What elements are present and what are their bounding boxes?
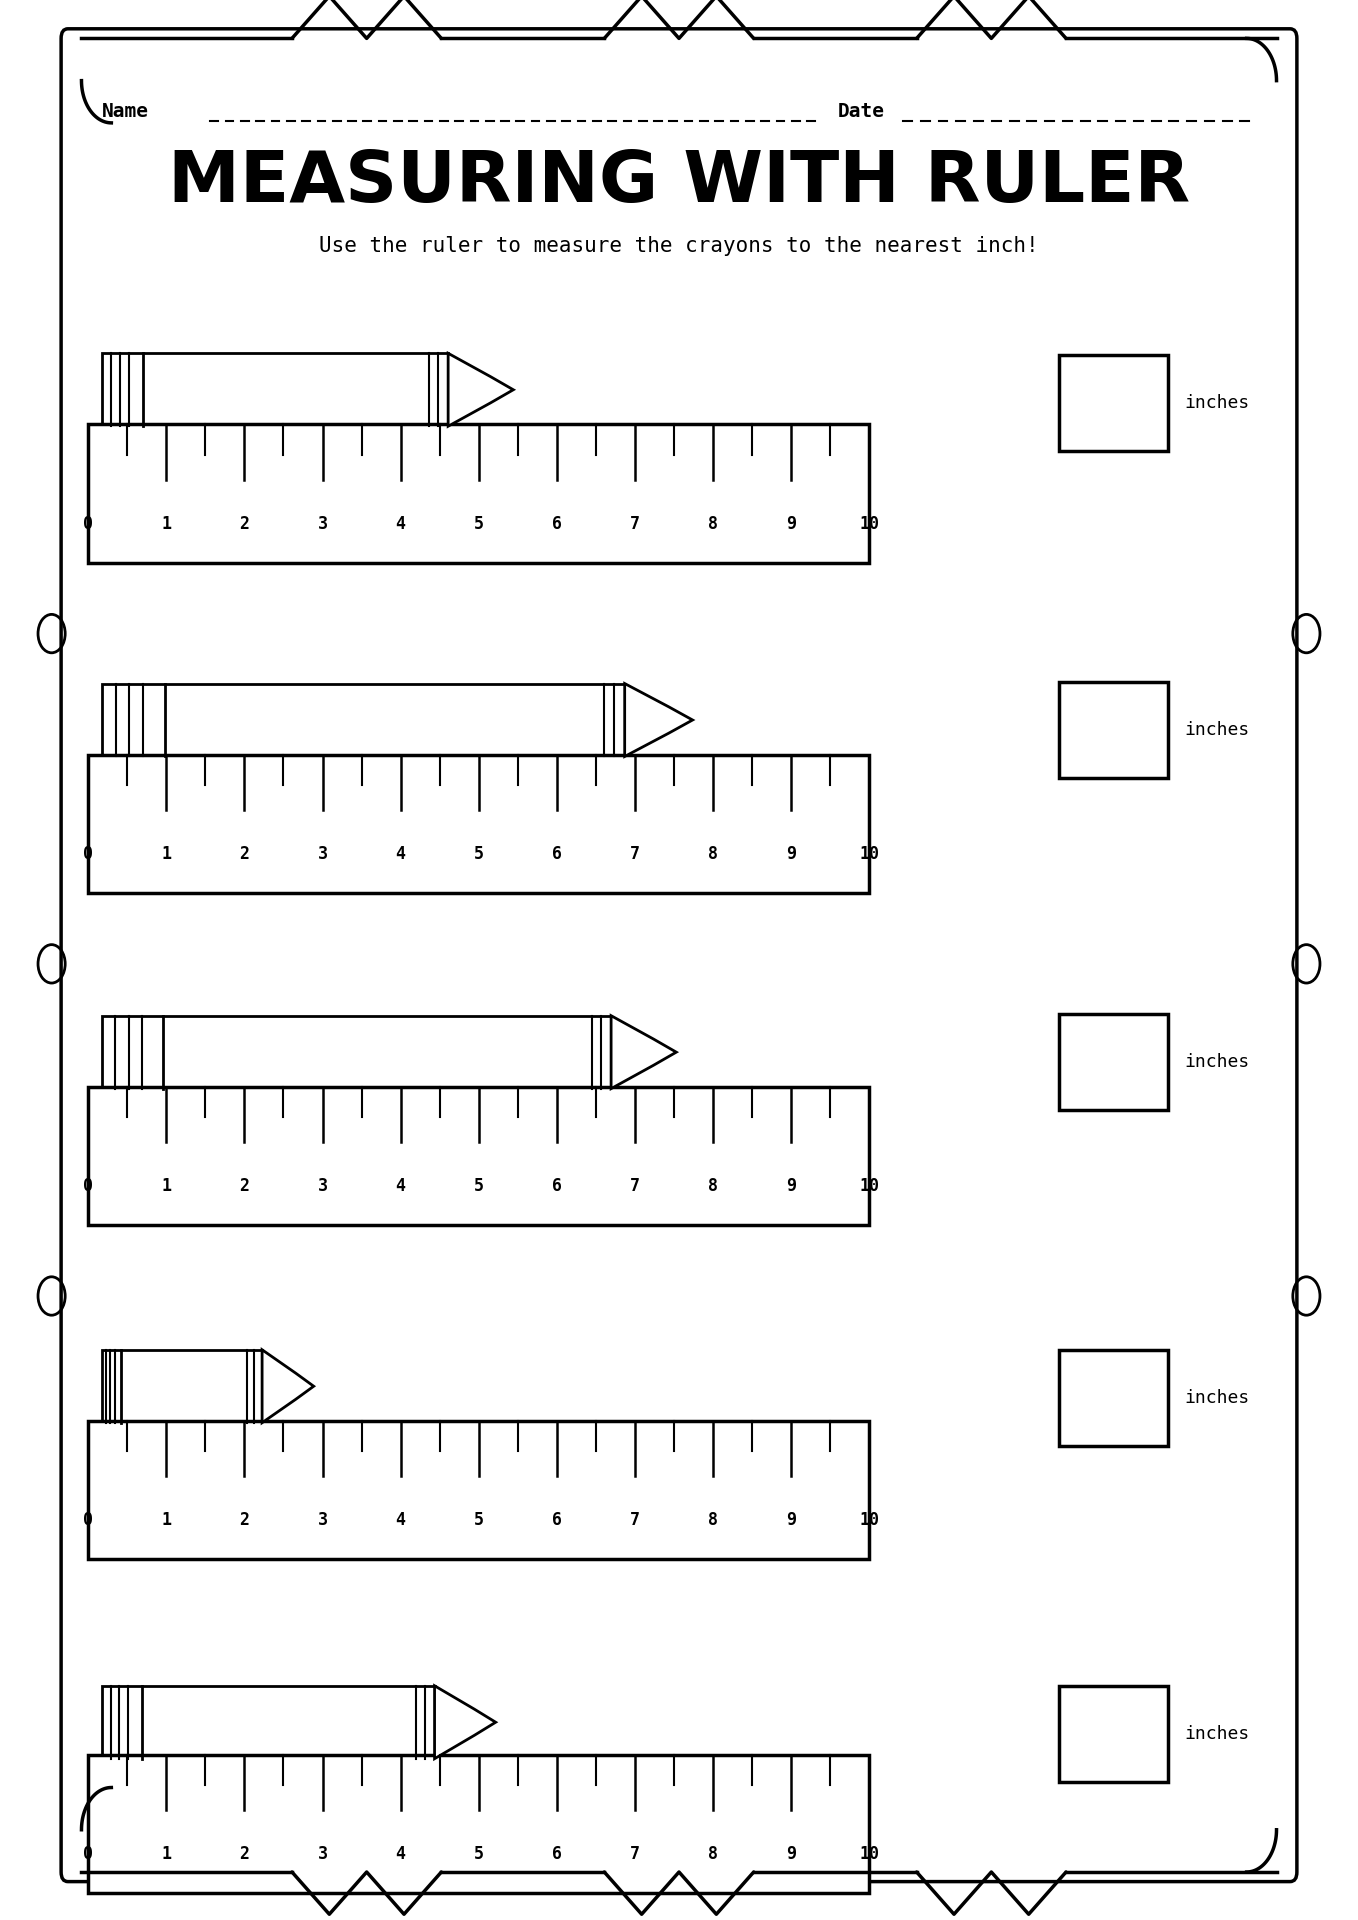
Polygon shape (448, 353, 513, 426)
Text: inches: inches (1184, 1052, 1249, 1071)
Text: 2: 2 (239, 515, 250, 534)
Text: 8: 8 (708, 1845, 718, 1864)
Polygon shape (435, 1686, 496, 1759)
Text: inches: inches (1184, 1388, 1249, 1407)
Text: 7: 7 (630, 845, 640, 864)
Text: 7: 7 (630, 515, 640, 534)
Text: 7: 7 (630, 1177, 640, 1196)
Text: 6: 6 (551, 515, 562, 534)
Text: 2: 2 (239, 1177, 250, 1196)
Text: 10: 10 (860, 1177, 879, 1196)
Text: 1: 1 (162, 845, 171, 864)
Text: Use the ruler to measure the crayons to the nearest inch!: Use the ruler to measure the crayons to … (319, 236, 1039, 255)
Polygon shape (625, 684, 693, 756)
Text: 5: 5 (474, 515, 483, 534)
Bar (102, 353, 448, 426)
Text: 6: 6 (551, 1177, 562, 1196)
Text: MEASURING WITH RULER: MEASURING WITH RULER (168, 148, 1190, 217)
Text: 8: 8 (708, 845, 718, 864)
Text: 4: 4 (395, 1845, 406, 1864)
Text: 2: 2 (239, 1845, 250, 1864)
Text: inches: inches (1184, 394, 1249, 413)
Bar (88, 755, 869, 893)
Text: 3: 3 (318, 1845, 327, 1864)
Text: 5: 5 (474, 845, 483, 864)
Text: 1: 1 (162, 515, 171, 534)
Text: 0: 0 (83, 1845, 94, 1864)
Text: 5: 5 (474, 1845, 483, 1864)
Bar (88, 424, 869, 563)
Text: 9: 9 (786, 845, 796, 864)
Bar (102, 1016, 611, 1089)
Text: 2: 2 (239, 1511, 250, 1530)
Text: 4: 4 (395, 1511, 406, 1530)
Text: 3: 3 (318, 1177, 327, 1196)
Text: 1: 1 (162, 1845, 171, 1864)
Text: 10: 10 (860, 1511, 879, 1530)
Text: 8: 8 (708, 515, 718, 534)
Text: inches: inches (1184, 720, 1249, 739)
Text: 8: 8 (708, 1177, 718, 1196)
Bar (1059, 682, 1168, 778)
Bar (1059, 355, 1168, 451)
Text: 4: 4 (395, 1177, 406, 1196)
Text: 1: 1 (162, 1511, 171, 1530)
Text: 0: 0 (83, 845, 94, 864)
Bar (102, 1350, 262, 1423)
Text: 5: 5 (474, 1177, 483, 1196)
Text: 8: 8 (708, 1511, 718, 1530)
Text: 0: 0 (83, 1177, 94, 1196)
Text: 3: 3 (318, 1511, 327, 1530)
Text: Name: Name (102, 102, 149, 121)
Text: 7: 7 (630, 1845, 640, 1864)
Text: 9: 9 (786, 1845, 796, 1864)
Bar (1059, 1350, 1168, 1446)
Text: 10: 10 (860, 515, 879, 534)
Polygon shape (262, 1350, 314, 1423)
Text: 9: 9 (786, 1511, 796, 1530)
Text: 0: 0 (83, 515, 94, 534)
Text: Date: Date (838, 102, 885, 121)
Polygon shape (611, 1016, 676, 1089)
Text: 1: 1 (162, 1177, 171, 1196)
Text: 6: 6 (551, 1845, 562, 1864)
Text: 4: 4 (395, 515, 406, 534)
Bar (1059, 1014, 1168, 1110)
Bar (102, 684, 625, 756)
Bar (102, 1686, 435, 1759)
Text: 10: 10 (860, 1845, 879, 1864)
Bar (88, 1421, 869, 1559)
Text: 6: 6 (551, 1511, 562, 1530)
Text: 9: 9 (786, 515, 796, 534)
Text: 6: 6 (551, 845, 562, 864)
FancyBboxPatch shape (61, 29, 1297, 1882)
Text: inches: inches (1184, 1724, 1249, 1743)
Bar (88, 1087, 869, 1225)
Text: 7: 7 (630, 1511, 640, 1530)
Text: 3: 3 (318, 845, 327, 864)
Bar (88, 1755, 869, 1893)
Text: 10: 10 (860, 845, 879, 864)
Text: 5: 5 (474, 1511, 483, 1530)
Text: 0: 0 (83, 1511, 94, 1530)
Text: 9: 9 (786, 1177, 796, 1196)
Bar (1059, 1686, 1168, 1782)
Text: 4: 4 (395, 845, 406, 864)
Text: 3: 3 (318, 515, 327, 534)
Text: 2: 2 (239, 845, 250, 864)
